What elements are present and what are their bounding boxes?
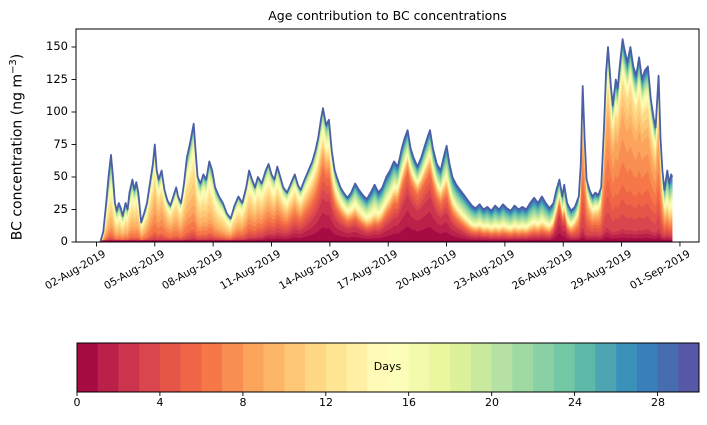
age-layers <box>99 38 674 242</box>
y-tick-label: 0 <box>60 234 68 248</box>
y-tick-label: 150 <box>46 39 68 53</box>
y-axis-label-text: BC concentration (ng m <box>9 73 26 241</box>
colorbar-tick-label: 20 <box>485 396 499 409</box>
y-axis-label: BC concentration (ng m−3) <box>8 22 26 272</box>
chart-title: Age contribution to BC concentrations <box>268 8 507 23</box>
colorbar-tick-label: 8 <box>239 396 247 409</box>
colorbar-tick-label: 12 <box>319 396 333 409</box>
y-tick-label: 75 <box>53 137 68 151</box>
colorbar-tick-label: 24 <box>568 396 582 409</box>
y-axis-label-suffix: ) <box>9 53 26 60</box>
y-axis-label-exponent: −3 <box>8 59 19 74</box>
colorbar-label: Days <box>373 360 402 373</box>
colorbar-tick-label: 28 <box>651 396 665 409</box>
y-tick-label: 100 <box>46 104 68 118</box>
y-tick-label: 125 <box>46 72 68 86</box>
colorbar-tick-label: 0 <box>73 396 81 409</box>
colorbar <box>76 342 700 393</box>
colorbar-tick-label: 16 <box>402 396 416 409</box>
y-tick-label: 50 <box>53 169 68 183</box>
colorbar-tick-label: 4 <box>156 396 164 409</box>
y-tick-label: 25 <box>53 202 68 216</box>
